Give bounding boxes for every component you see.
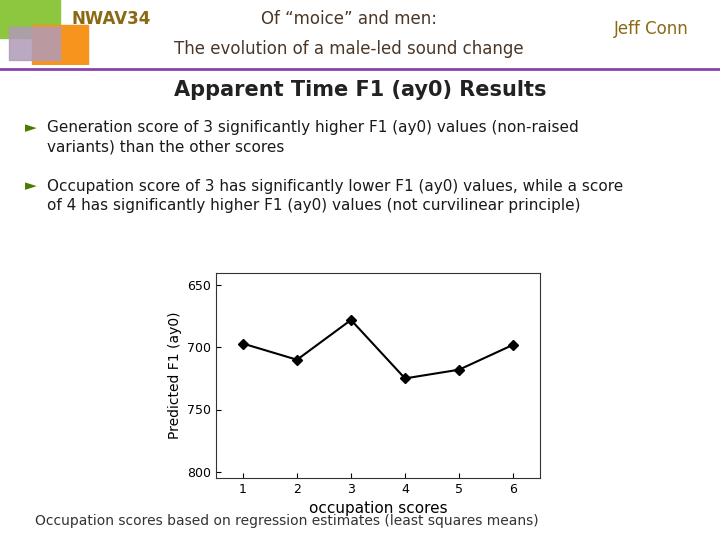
Text: ►: ► <box>25 120 37 135</box>
Text: Occupation score of 3 has significantly lower F1 (ay0) values, while a score
of : Occupation score of 3 has significantly … <box>48 179 624 213</box>
Bar <box>32 25 88 65</box>
Bar <box>0 0 60 38</box>
Text: The evolution of a male-led sound change: The evolution of a male-led sound change <box>174 39 524 58</box>
Text: ►: ► <box>25 179 37 194</box>
Text: Generation score of 3 significantly higher F1 (ay0) values (non-raised
variants): Generation score of 3 significantly high… <box>48 120 579 155</box>
Text: Apparent Time F1 (ay0) Results: Apparent Time F1 (ay0) Results <box>174 80 546 100</box>
Y-axis label: Predicted F1 (ay0): Predicted F1 (ay0) <box>168 312 181 439</box>
X-axis label: occupation scores: occupation scores <box>309 501 447 516</box>
Text: Jeff Conn: Jeff Conn <box>614 20 689 38</box>
Bar <box>9 27 60 59</box>
Text: Occupation scores based on regression estimates (least squares means): Occupation scores based on regression es… <box>35 514 539 528</box>
Text: NWAV34: NWAV34 <box>71 10 150 29</box>
Text: Of “moice” and men:: Of “moice” and men: <box>261 10 437 29</box>
